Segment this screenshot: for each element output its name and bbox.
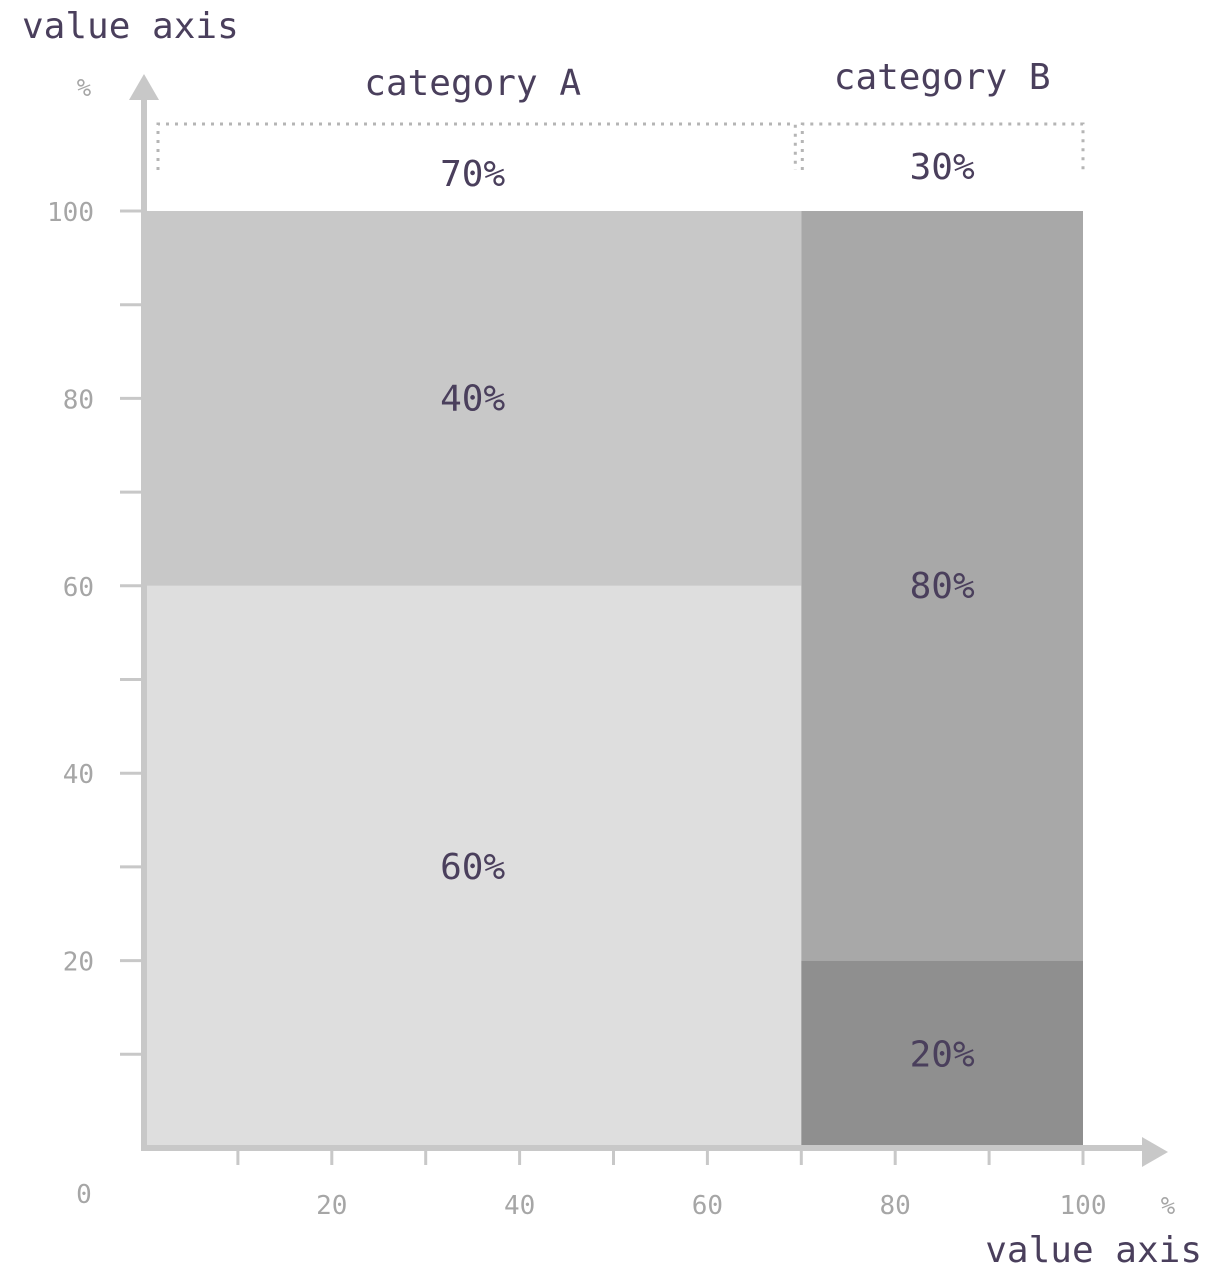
x-tick-label-80: 80: [880, 1191, 911, 1221]
category-label-0: category A: [364, 63, 581, 104]
block-cat1-seg0: [801, 960, 1083, 1148]
y-tick-label-60: 60: [63, 573, 94, 603]
x-axis-arrow-icon: [1142, 1137, 1168, 1167]
y-tick-label-20: 20: [63, 948, 94, 978]
y-unit-label: %: [77, 74, 92, 102]
width-label-1: 30%: [910, 147, 975, 188]
category-label-1: category B: [834, 57, 1051, 98]
origin-label: 0: [76, 1180, 92, 1210]
x-tick-label-40: 40: [504, 1191, 535, 1221]
y-tick-label-100: 100: [47, 198, 94, 228]
y-tick-label-80: 80: [63, 385, 94, 415]
chart-labels: 60% 40% category A 70% 20% 80% category B 30% 20…: [47, 57, 1106, 1221]
block-cat1-seg1: [801, 211, 1083, 961]
block-cat0-seg0: [144, 585, 802, 1148]
y-axis-arrow-icon: [129, 74, 159, 100]
chart-blocks: [144, 211, 1083, 1148]
segment-label-cat1-seg1: 80%: [910, 566, 975, 607]
x-tick-label-100: 100: [1060, 1191, 1107, 1221]
segment-label-cat1-seg0: 20%: [910, 1034, 975, 1075]
y-tick-label-40: 40: [63, 760, 94, 790]
x-unit-label: %: [1161, 1192, 1176, 1220]
x-axis-title: value axis: [985, 1230, 1202, 1271]
width-label-0: 70%: [440, 154, 505, 195]
x-tick-label-20: 20: [316, 1191, 347, 1221]
segment-label-cat0-seg0: 60%: [440, 847, 505, 888]
axes: [120, 74, 1168, 1167]
x-tick-label-60: 60: [692, 1191, 723, 1221]
block-cat0-seg1: [144, 211, 802, 586]
segment-label-cat0-seg1: 40%: [440, 378, 505, 419]
y-axis-title: value axis: [22, 6, 239, 47]
